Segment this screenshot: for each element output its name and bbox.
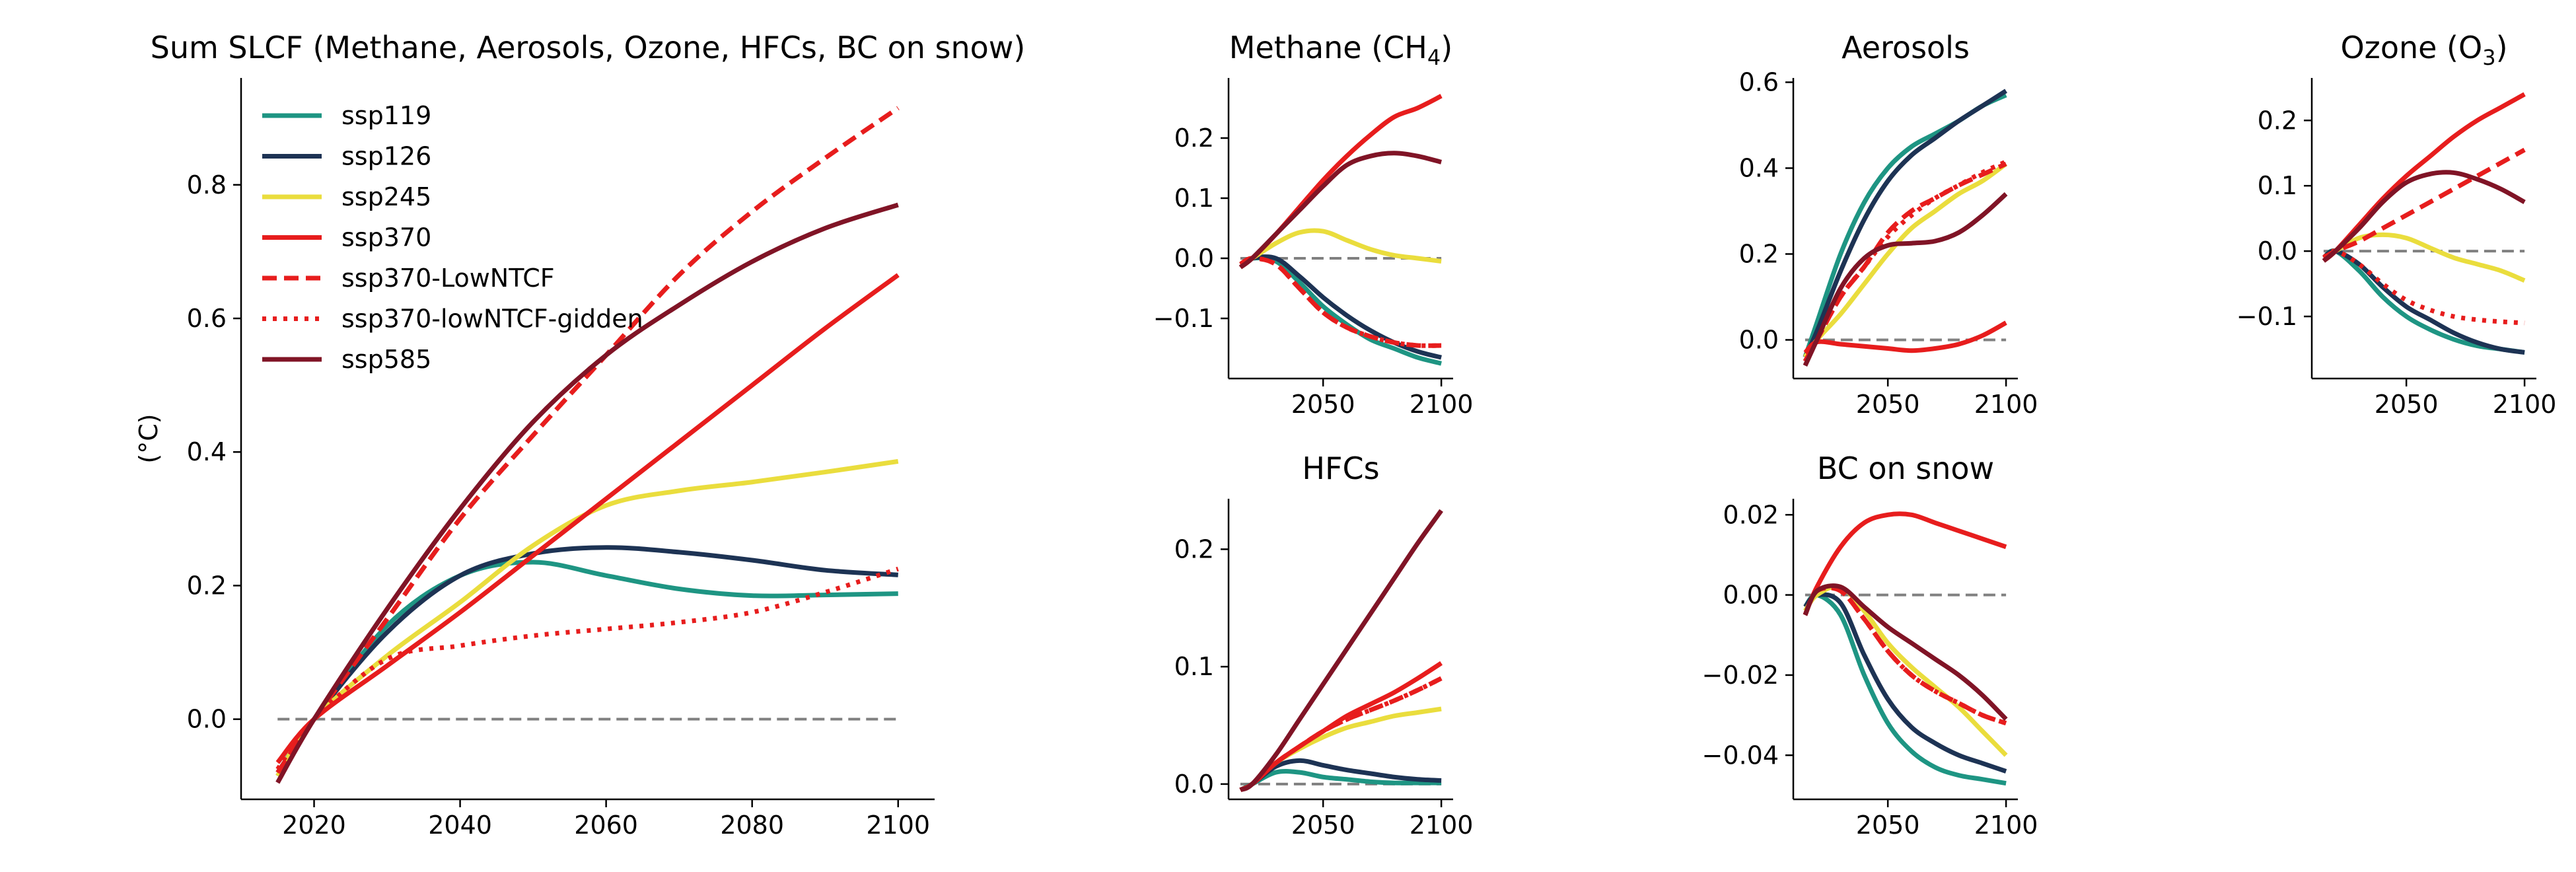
y-tick-label: 0.1 — [1174, 184, 1214, 213]
y-tick-label: 0.4 — [187, 437, 227, 466]
series-line-ssp585 — [275, 202, 899, 784]
y-tick-label: −0.02 — [1702, 661, 1779, 690]
series-line-ssp126 — [275, 545, 898, 778]
y-tick-label: 0.0 — [1174, 770, 1214, 799]
x-tick-label: 2100 — [1974, 811, 2038, 840]
series-line-ssp119 — [2322, 248, 2525, 355]
series-line-ssp370-lowNTCF-gidden — [1803, 159, 2007, 363]
series-line-ssp126 — [1803, 592, 2007, 774]
series-line-ssp370-LowNTCF — [275, 106, 900, 774]
series-line-ssp245 — [275, 458, 899, 778]
y-tick-label: 0.8 — [187, 170, 227, 200]
series-line-ssp585 — [1239, 509, 1443, 793]
legend-label: ssp370-LowNTCF — [341, 264, 555, 293]
panel-hfcs: HFCs 2050 2100 0.0 0.1 0.2 — [1174, 451, 1474, 840]
panel-sum: Sum SLCF (Methane, Aerosols, Ozone, HFCs… — [134, 30, 1025, 840]
panel-aerosols: Aerosols 2050 2100 0.0 0.2 0.4 0.6 — [1739, 30, 2038, 419]
series-line-ssp370-lowNTCF-gidden — [2322, 248, 2525, 326]
legend-label: ssp126 — [341, 142, 431, 171]
x-tick-label: 2050 — [1856, 811, 1920, 840]
y-tick-label: 0.1 — [2258, 171, 2297, 200]
x-tick-label: 2100 — [1974, 390, 2038, 419]
x-tick-label: 2040 — [428, 811, 492, 840]
series-line-ssp245 — [1803, 162, 2008, 359]
series-line-ssp585 — [1803, 583, 2008, 721]
series-line-ssp119 — [1803, 593, 2007, 786]
y-tick-label: −0.1 — [1153, 304, 1214, 333]
panel-title: Aerosols — [1842, 30, 1970, 65]
y-tick-label: 0.1 — [1174, 652, 1214, 681]
y-tick-label: 0.6 — [1739, 68, 1779, 97]
panel-ozone: Ozone (O3) 2050 2100 −0.1 0.0 0.1 0.2 — [2236, 30, 2557, 419]
x-tick-label: 2100 — [2493, 390, 2557, 419]
x-tick-label: 2060 — [574, 811, 638, 840]
series-line-ssp585 — [1803, 192, 2008, 367]
y-tick-label: −0.1 — [2236, 302, 2297, 331]
legend-label: ssp245 — [341, 182, 431, 211]
x-tick-label: 2100 — [866, 811, 930, 840]
series-line-ssp585 — [1238, 151, 1442, 270]
series-line-ssp370 — [1803, 511, 2007, 616]
y-tick-label: 0.00 — [1723, 581, 1779, 610]
panel-title: Ozone (O3) — [2340, 30, 2507, 70]
legend: ssp119 ssp126 ssp245 ssp370 ssp370-LowNTCF ss… — [262, 101, 643, 374]
x-tick-label: 2100 — [1410, 390, 1474, 419]
series-line-ssp370 — [1803, 320, 2007, 355]
panel-title: BC on snow — [1817, 451, 1994, 486]
series-line-ssp370 — [275, 273, 900, 764]
series-line-ssp126 — [1239, 254, 1442, 360]
y-tick-label: 0.0 — [2258, 236, 2297, 266]
y-tick-label: 0.2 — [187, 571, 227, 600]
y-tick-label: 0.0 — [1174, 244, 1214, 273]
y-tick-label: 0.0 — [1739, 326, 1779, 355]
y-tick-label: 0.2 — [1174, 534, 1214, 563]
y-tick-label: 0.02 — [1723, 500, 1779, 529]
x-tick-label: 2080 — [720, 811, 784, 840]
x-tick-label: 2050 — [1291, 390, 1355, 419]
series-line-ssp126 — [1803, 89, 2007, 358]
x-tick-label: 2050 — [1856, 390, 1920, 419]
y-tick-label: 0.4 — [1739, 154, 1779, 183]
panel-methane: Methane (CH4) 2050 2100 −0.1 0.0 0.1 0.2 — [1153, 30, 1474, 419]
x-tick-label: 2020 — [282, 811, 346, 840]
series-line-ssp370-LowNTCF — [1803, 585, 2007, 726]
y-tick-label: 0.6 — [187, 304, 227, 333]
y-axis-label: (°C) — [134, 414, 163, 463]
y-tick-label: 0.2 — [1739, 240, 1779, 269]
panel-title: Methane (CH4) — [1229, 30, 1452, 70]
legend-label: ssp370-lowNTCF-gidden — [341, 305, 643, 334]
series-line-ssp370-lowNTCF-gidden — [1238, 256, 1442, 348]
legend-label: ssp119 — [341, 101, 431, 130]
x-tick-label: 2100 — [1410, 811, 1474, 840]
series-line-ssp370-LowNTCF — [2322, 147, 2526, 260]
series-line-ssp370-lowNTCF-gidden — [1239, 676, 1443, 793]
panel-title: HFCs — [1302, 451, 1379, 486]
legend-label: ssp370 — [341, 223, 431, 252]
panel-bc_snow: BC on snow 2050 2100 −0.04 −0.02 0.00 0.02 — [1702, 451, 2038, 840]
series-line-ssp126 — [2322, 248, 2525, 355]
series-line-ssp245 — [1239, 228, 1442, 267]
y-tick-label: 0.2 — [1174, 124, 1214, 153]
y-tick-label: 0.0 — [187, 705, 227, 734]
series-line-ssp585 — [2322, 170, 2526, 263]
x-tick-label: 2050 — [1291, 811, 1355, 840]
x-tick-label: 2050 — [2375, 390, 2439, 419]
panel-title: Sum SLCF (Methane, Aerosols, Ozone, HFCs… — [151, 30, 1026, 65]
series-line-ssp370-LowNTCF — [1238, 256, 1442, 348]
series-line-ssp370-lowNTCF-gidden — [275, 566, 899, 771]
y-tick-label: −0.04 — [1702, 741, 1779, 770]
legend-label: ssp585 — [341, 345, 431, 374]
y-tick-label: 0.2 — [2258, 106, 2297, 135]
